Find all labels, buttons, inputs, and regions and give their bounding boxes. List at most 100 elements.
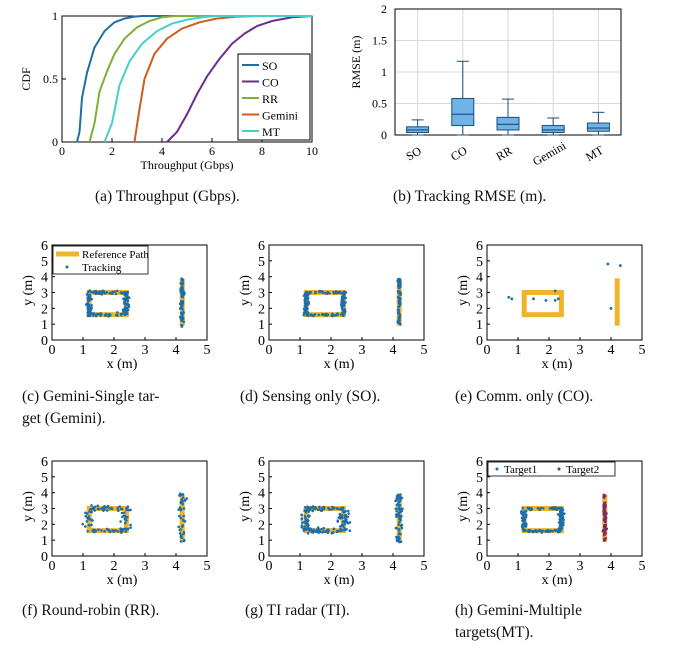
tracking-point-f <box>101 506 105 509</box>
legend-swatch-tracking <box>65 265 69 269</box>
tracking-point-g <box>320 507 324 511</box>
tracking-point-g <box>397 507 400 511</box>
legend-label-co: CO <box>262 76 279 90</box>
tracking-point-g <box>333 506 336 510</box>
tracking-point-f <box>125 519 128 522</box>
tracking-point-g <box>311 509 314 513</box>
tracking-point-d <box>341 303 344 307</box>
tracking-point-f <box>122 514 126 518</box>
tracking-point-d <box>330 314 334 317</box>
box-co <box>451 97 475 127</box>
tracking-point-f <box>122 527 126 531</box>
tracking-point-f <box>88 517 91 521</box>
legend-box-c <box>52 245 149 275</box>
y-tick-label-c: 4 <box>41 271 48 286</box>
tracking-point-f <box>103 529 106 533</box>
caption-g: (g) TI radar (TI). <box>245 602 350 619</box>
tracking-point-h <box>560 511 564 514</box>
tracking-point-f <box>102 509 105 512</box>
tracking-point-g <box>304 522 308 525</box>
tracking-point-c <box>114 292 118 296</box>
tracking-point-c <box>180 282 184 286</box>
x-tick-label-d: 2 <box>328 343 335 358</box>
tracking-point-g <box>396 539 400 543</box>
tracking-point-c <box>123 308 126 311</box>
tracking-point-c <box>125 307 129 311</box>
reference-path-rect-c <box>86 290 129 318</box>
tracking-point-h <box>527 507 531 510</box>
x-tick-label-h: 2 <box>546 559 553 574</box>
tracking-point-f <box>92 528 96 532</box>
y-tick-label-a: 1 <box>52 9 58 23</box>
y-tick-label-h: 4 <box>476 487 483 502</box>
tracking-point-c <box>99 312 103 315</box>
target2-point <box>602 513 606 516</box>
tracking-point-e <box>553 289 557 293</box>
tracking-point-g <box>347 512 351 515</box>
reference-path-rect-d <box>303 290 346 318</box>
tracking-point-g <box>395 515 398 518</box>
tracking-point-g <box>339 515 342 518</box>
tracking-point-g <box>314 507 317 510</box>
tracking-point-f <box>108 506 111 510</box>
tracking-point-f <box>177 508 180 511</box>
x-tick-label-f: 3 <box>142 559 149 574</box>
tracking-point-c <box>88 289 92 292</box>
tracking-point-g <box>317 508 320 512</box>
tracking-point-g <box>328 508 332 511</box>
target2-point <box>603 537 606 541</box>
tracking-point-g <box>331 505 334 509</box>
tracking-point-f <box>87 523 91 527</box>
y-tick-label-d: 0 <box>258 334 265 349</box>
tracking-point-e <box>609 306 613 310</box>
tracking-point-f <box>184 498 187 502</box>
tracking-point-d <box>397 321 401 324</box>
tracking-point-f <box>178 528 182 532</box>
tracking-point-d <box>399 285 402 289</box>
tracking-point-d <box>310 313 314 317</box>
y-tick-label-c: 3 <box>41 287 48 302</box>
legend-label-reference-path: Reference Path <box>82 249 149 261</box>
x-tick-label-f: 1 <box>80 559 87 574</box>
tracking-point-c <box>108 292 112 295</box>
x-tick-label-f: 5 <box>204 559 211 574</box>
tracking-point-g <box>322 526 326 530</box>
tracking-point-g <box>338 525 342 528</box>
tracking-point-g <box>318 505 321 509</box>
tracking-point-f <box>179 500 183 504</box>
y-tick-label-g: 5 <box>258 471 265 486</box>
tracking-point-f <box>100 529 103 532</box>
tracking-point-f <box>123 521 127 525</box>
legend-label-target2: Target2 <box>566 464 599 476</box>
y-tick-label-b: 0 <box>381 128 387 142</box>
tracking-point-h <box>536 506 540 510</box>
tracking-point-f <box>90 523 93 527</box>
tracking-point-c <box>181 295 184 299</box>
tracking-point-h <box>521 506 525 510</box>
tracking-point-f <box>179 516 183 520</box>
tracking-point-g <box>308 508 312 511</box>
y-axis-label-c: y (m) <box>21 275 36 306</box>
tracking-point-c <box>120 291 123 294</box>
tracking-point-h <box>561 508 564 512</box>
caption-h: (h) Gemini-Multiple targets(MT). <box>455 602 582 641</box>
tracking-point-g <box>309 528 312 532</box>
reference-path-rect-e <box>521 290 564 318</box>
y-tick-label-c: 1 <box>41 318 48 333</box>
x-tick-label-e: 0 <box>484 343 491 358</box>
tracking-point-c <box>105 290 109 294</box>
y-axis-label-h: y (m) <box>456 491 471 522</box>
tracking-point-g <box>304 506 307 509</box>
tracking-point-c <box>125 312 128 315</box>
y-tick-label-d: 1 <box>258 318 265 333</box>
target2-point <box>604 523 608 527</box>
tracking-point-g <box>300 525 304 529</box>
x-tick-label-h: 3 <box>577 559 584 574</box>
tracking-point-f <box>90 504 93 507</box>
tracking-point-d <box>317 313 321 317</box>
tracking-point-g <box>398 516 402 520</box>
tracking-point-g <box>313 529 316 533</box>
tracking-point-h <box>546 530 550 534</box>
series-line-mt <box>103 15 312 143</box>
